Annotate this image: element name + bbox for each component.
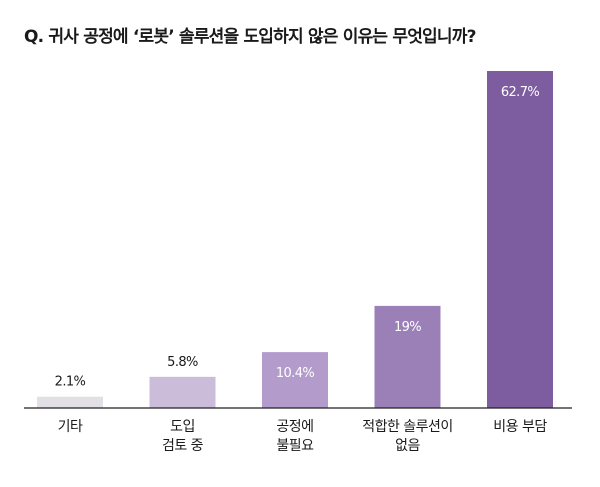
- bar-4: [374, 305, 441, 408]
- bar-2: [149, 376, 216, 408]
- category-label-4-line-1: 적합한 솔루션이: [362, 419, 453, 435]
- value-label-1: 2.1%: [55, 375, 86, 390]
- category-label-2-line-1: 도입: [170, 419, 195, 435]
- category-label-5-line-1: 비용 부담: [493, 419, 547, 435]
- bar-1: [37, 396, 103, 408]
- category-label-1-line-1: 기타: [58, 419, 83, 435]
- bars-group: [37, 71, 553, 408]
- value-label-2: 5.8%: [167, 355, 198, 370]
- bar-3: [262, 352, 328, 408]
- value-label-5: 62.7%: [501, 85, 540, 100]
- value-label-3: 10.4%: [276, 366, 315, 381]
- category-label-4-line-2: 없음: [395, 438, 420, 454]
- category-label-3-line-1: 공정에: [276, 419, 313, 435]
- category-label-3-line-2: 불필요: [276, 438, 314, 454]
- bar-5: [487, 71, 553, 408]
- chart-title: Q. 귀사 공정에 ‘로봇’ 솔루션을 도입하지 않은 이유는 무엇입니까?: [24, 27, 476, 47]
- value-label-4: 19%: [394, 320, 421, 335]
- category-label-2-line-2: 검토 중: [162, 438, 204, 454]
